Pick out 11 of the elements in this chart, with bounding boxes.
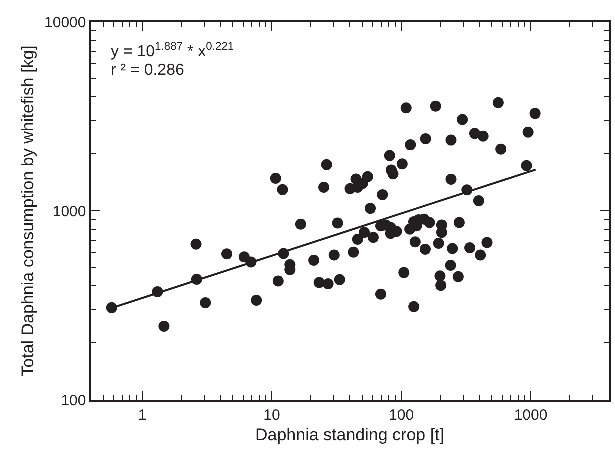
annotation: y = 10$^{1.887}$ * x$^{0.221}$ (111, 41, 234, 61)
x-axis-title: Daphnia standing crop [t] (255, 426, 445, 445)
x-tick-label: 100 (389, 406, 414, 424)
x-tick-label: 1000 (514, 406, 548, 424)
y-tick-label: 1000 (52, 203, 86, 220)
annotation: r ² = 0.286 (111, 62, 184, 79)
y-tick-label: 100 (61, 392, 86, 410)
x-tick-label: 1 (138, 406, 147, 424)
y-axis-title: Total Daphnia consumption by whitefish [kg] (18, 46, 38, 376)
y-tick-label: 10000 (44, 14, 86, 32)
x-tick-label: 10 (264, 406, 280, 424)
